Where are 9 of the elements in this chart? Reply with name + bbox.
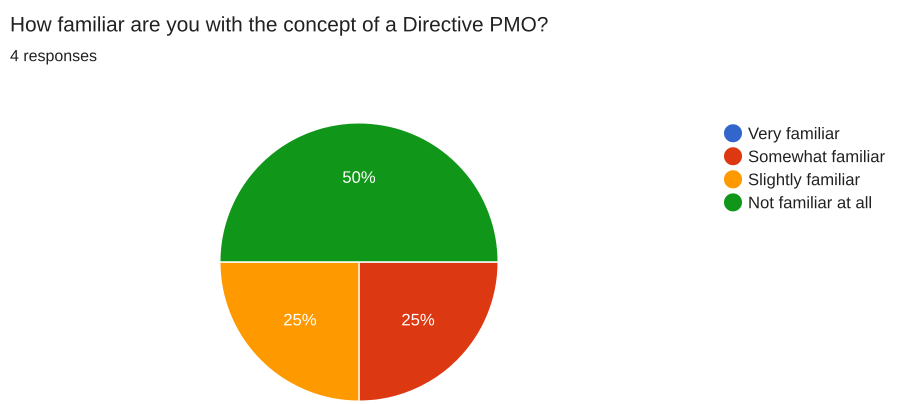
data-label: 25% <box>402 314 434 326</box>
legend-label: Slightly familiar <box>748 173 860 189</box>
text: 4 responses <box>10 50 96 64</box>
data-label: 50% <box>342 171 376 183</box>
legend-label: Somewhat familiar <box>748 150 885 162</box>
legend-label: Not familiar at all <box>749 196 871 208</box>
legend-label: Very familiar <box>748 127 840 143</box>
chart-title: How familiar are you with the concept of a Directive PMO? <box>12 16 548 36</box>
data-label: 25% <box>284 314 316 326</box>
